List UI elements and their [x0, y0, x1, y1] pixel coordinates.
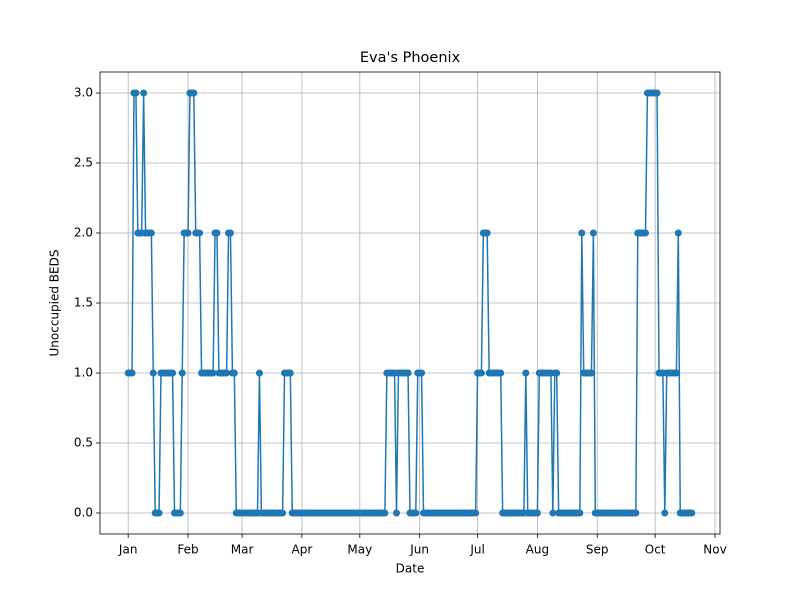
x-tick-label: Mar — [231, 543, 254, 557]
data-point — [578, 229, 586, 237]
data-layer — [124, 89, 696, 517]
data-point — [230, 369, 238, 377]
data-point — [149, 369, 157, 377]
y-axis-label: Unoccupied BEDS — [48, 250, 62, 357]
y-tick-label: 1.5 — [74, 296, 93, 310]
data-point — [404, 369, 412, 377]
data-point — [472, 509, 480, 517]
data-point — [674, 229, 682, 237]
data-point — [213, 229, 221, 237]
x-tick-label: Sep — [586, 543, 609, 557]
x-tick-label: May — [347, 543, 372, 557]
data-point — [576, 509, 584, 517]
x-tick-label: Apr — [292, 543, 313, 557]
data-point — [418, 369, 426, 377]
data-point — [533, 509, 541, 517]
data-point — [553, 369, 561, 377]
data-point — [209, 369, 217, 377]
data-point — [589, 229, 597, 237]
x-tick-label: Jan — [118, 543, 138, 557]
data-point — [196, 229, 204, 237]
data-point — [549, 509, 557, 517]
data-point — [392, 509, 400, 517]
x-tick-label: Aug — [526, 543, 549, 557]
y-tick-label: 1.0 — [74, 366, 93, 380]
y-tick-label: 0.0 — [74, 506, 93, 520]
data-point — [381, 509, 389, 517]
data-point — [132, 89, 140, 97]
data-point — [190, 89, 198, 97]
data-point — [223, 369, 231, 377]
data-point — [178, 369, 186, 377]
y-tick-label: 0.5 — [74, 436, 93, 450]
x-axis-label: Date — [396, 562, 425, 576]
y-tick-label: 3.0 — [74, 86, 93, 100]
data-point — [412, 509, 420, 517]
chart-title: Eva's Phoenix — [360, 50, 461, 66]
data-point — [169, 369, 177, 377]
data-point — [522, 369, 530, 377]
data-point — [147, 229, 155, 237]
x-tick-label: Oct — [645, 543, 666, 557]
data-point — [226, 229, 234, 237]
data-point — [497, 369, 505, 377]
data-point — [176, 509, 184, 517]
y-tick-label: 2.0 — [74, 226, 93, 240]
y-tick-label: 2.5 — [74, 156, 93, 170]
data-point — [632, 509, 640, 517]
data-point — [155, 509, 163, 517]
x-tick-label: Nov — [703, 543, 726, 557]
data-point — [184, 229, 192, 237]
data-point — [641, 229, 649, 237]
x-tick-label: Feb — [177, 543, 198, 557]
data-point — [688, 509, 696, 517]
data-point — [255, 369, 263, 377]
data-point — [587, 369, 595, 377]
x-tick-label: Jul — [469, 543, 484, 557]
data-point — [477, 369, 485, 377]
data-point — [286, 369, 294, 377]
data-point — [140, 89, 148, 97]
data-point — [128, 369, 136, 377]
data-point — [661, 509, 669, 517]
data-point — [653, 89, 661, 97]
data-point — [672, 369, 680, 377]
x-tick-label: Jun — [409, 543, 429, 557]
data-point — [483, 229, 491, 237]
data-point — [279, 509, 287, 517]
